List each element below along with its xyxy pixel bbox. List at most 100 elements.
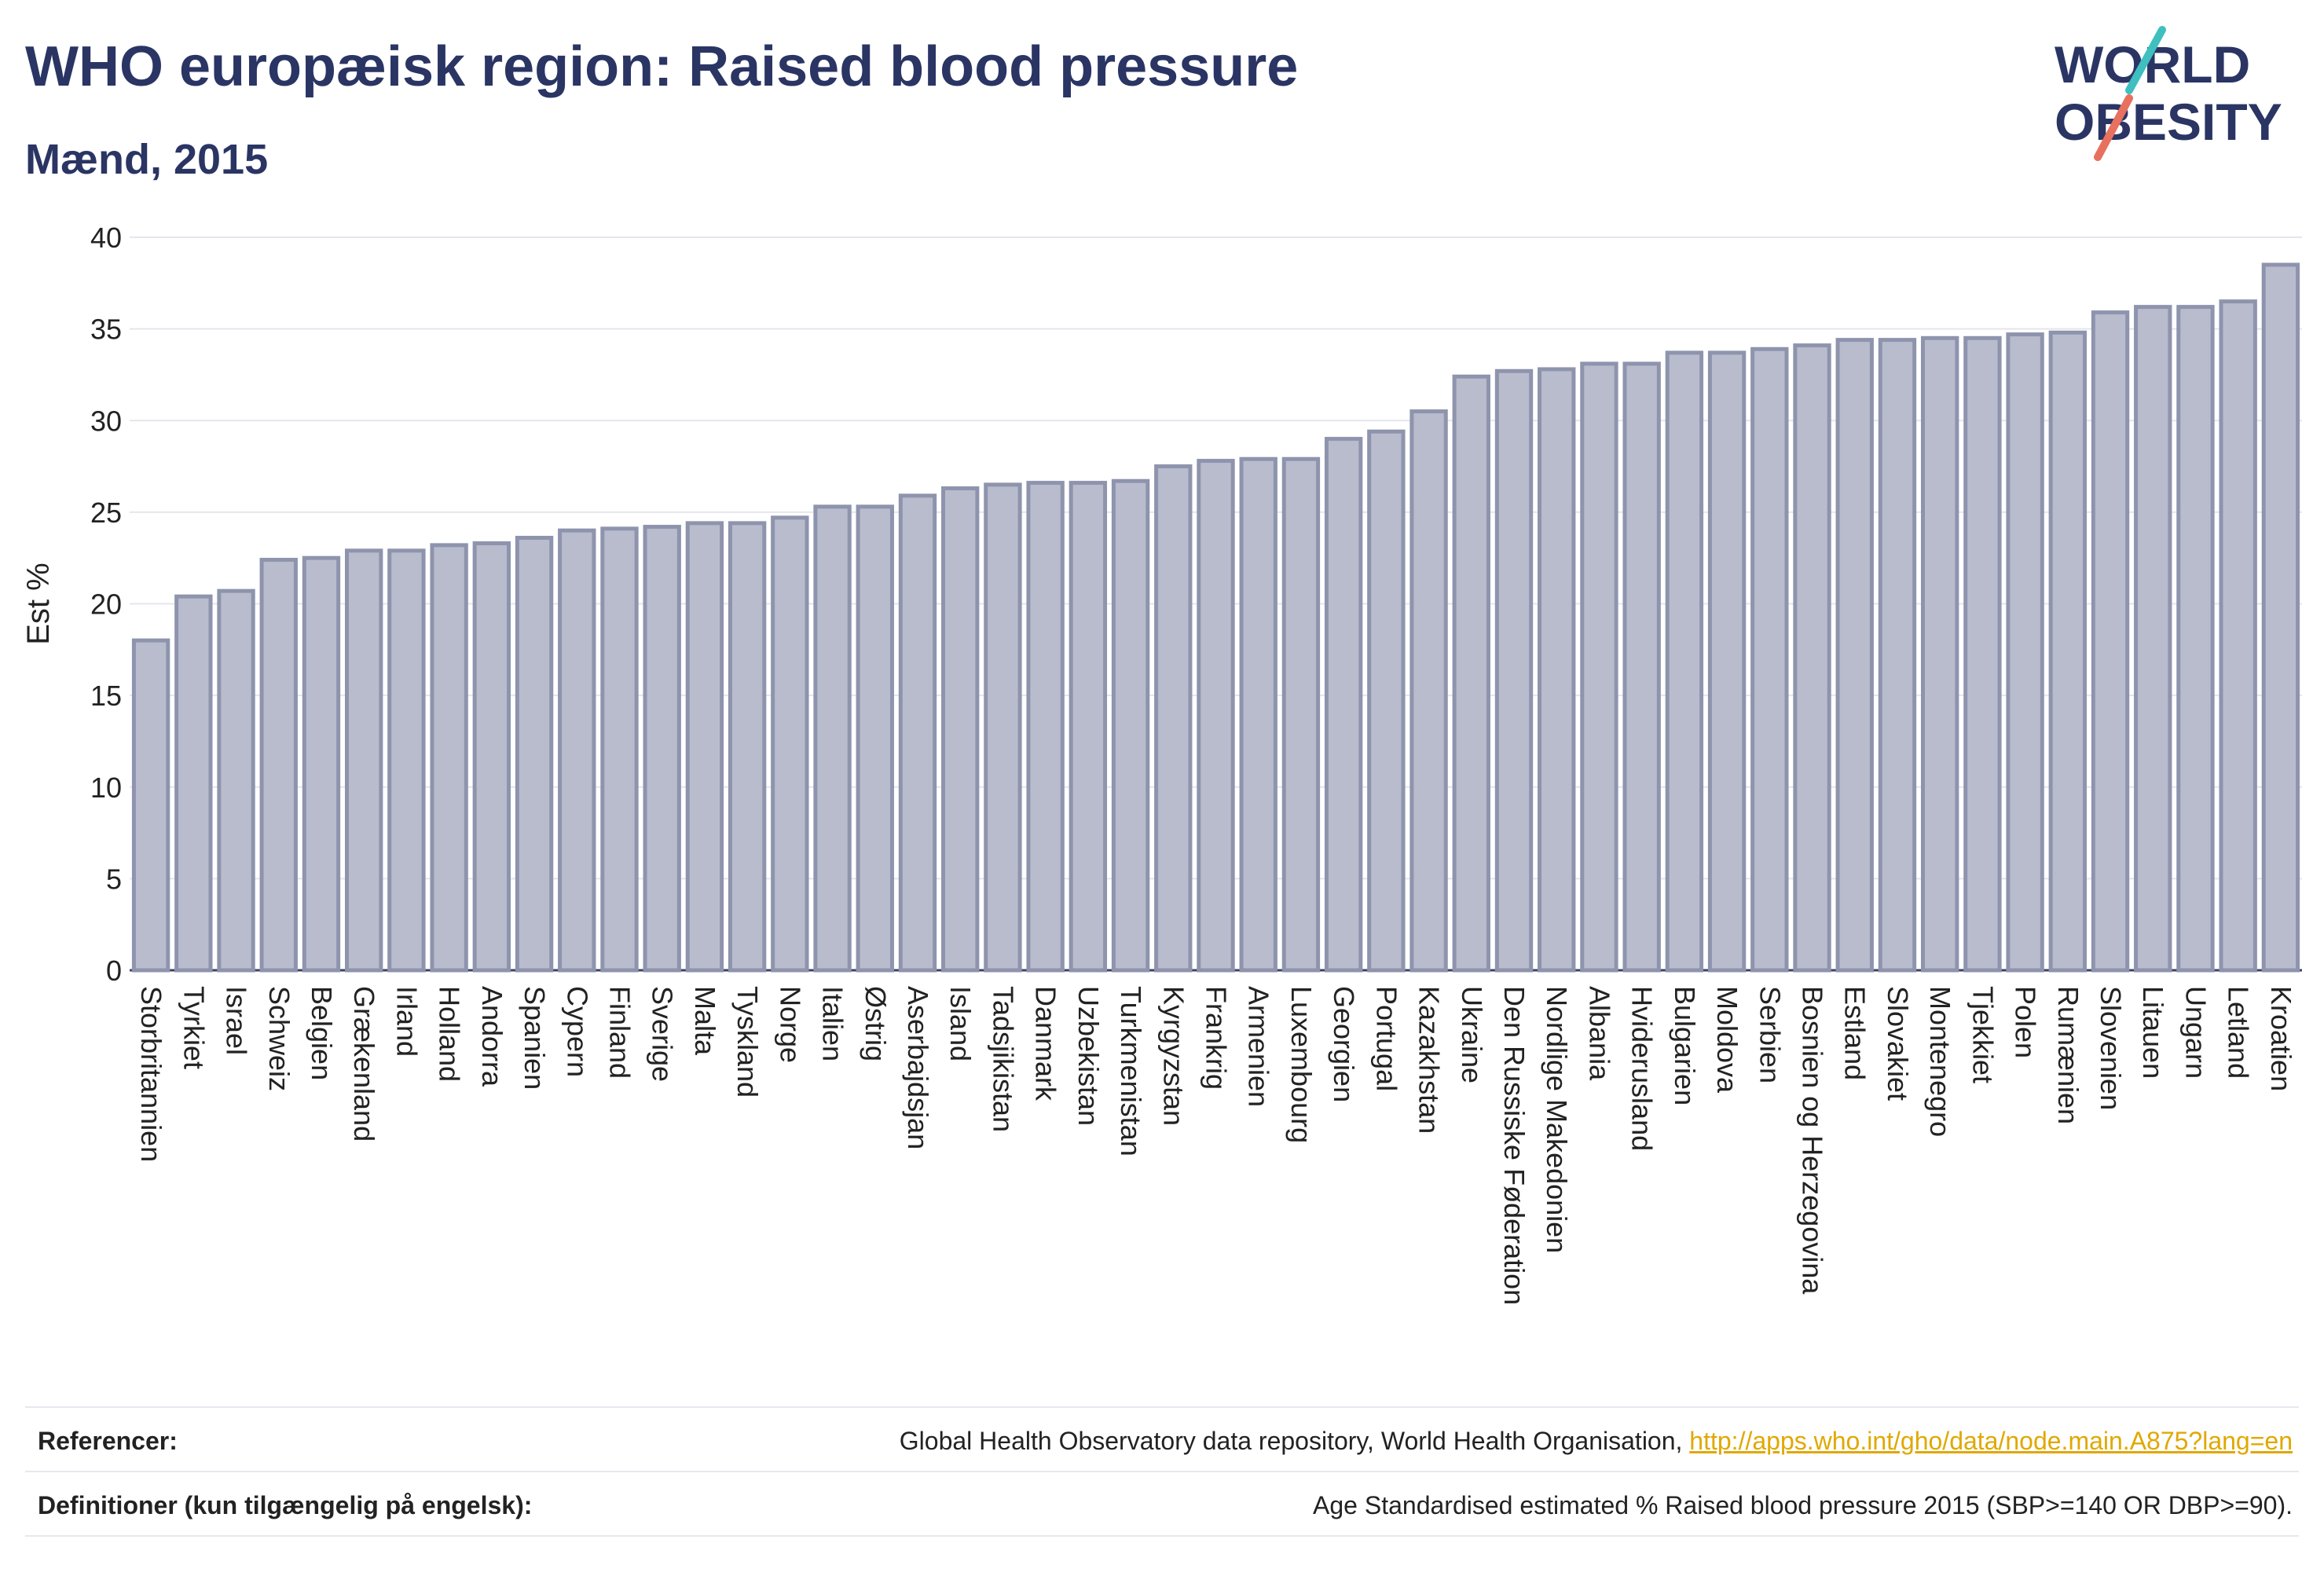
- x-tick-label: Ukraine: [1456, 986, 1488, 1083]
- y-axis-label: Est %: [21, 563, 56, 644]
- bar: [1324, 437, 1363, 973]
- bar: [898, 493, 937, 973]
- x-tick-label: Portugal: [1370, 986, 1402, 1091]
- x-tick-label: Kyrgyzstan: [1157, 986, 1189, 1126]
- bar: [771, 515, 809, 973]
- x-tick-label: Den Russiske Føderation: [1498, 986, 1530, 1305]
- x-tick-label: Armenien: [1243, 986, 1275, 1107]
- logo-slash-coral: [2094, 94, 2133, 161]
- x-tick-label: Luxembourg: [1285, 986, 1318, 1143]
- x-tick-label: Tyskland: [731, 986, 764, 1098]
- bar: [941, 486, 980, 973]
- world-obesity-logo: WORLD OBESITY: [2055, 26, 2282, 161]
- footer-divider-middle: [25, 1471, 2299, 1472]
- y-tick-label: 30: [90, 405, 122, 437]
- bar: [2261, 262, 2300, 973]
- bar: [131, 638, 170, 973]
- bar: [1197, 459, 1235, 973]
- bar: [1281, 456, 1321, 973]
- bar: [1069, 481, 1108, 973]
- bar: [1878, 338, 1917, 973]
- bar: [1580, 361, 1618, 973]
- definitions-label: Definitioner (kun tilgængelig på engelsk…: [38, 1491, 533, 1519]
- x-tick-label: Andorra: [476, 986, 508, 1087]
- bar: [259, 558, 298, 973]
- x-tick-label: Bulgarien: [1669, 986, 1701, 1105]
- x-tick-labels: Storbritannien Tyrkiet Israel Schweiz Belgie…: [135, 986, 2297, 1305]
- x-tick-label: Georgien: [1328, 986, 1360, 1102]
- x-tick-label: Norge: [774, 986, 806, 1063]
- x-tick-label: Ungarn: [2179, 986, 2212, 1079]
- x-tick-label: Island: [944, 986, 977, 1061]
- x-tick-label: Aserbajdsjan: [902, 986, 934, 1149]
- y-tick-label: 40: [90, 222, 122, 254]
- bar: [2048, 330, 2087, 973]
- x-tick-label: Frankrig: [1200, 986, 1233, 1090]
- references-link[interactable]: http://apps.who.int/gho/data/node.main.A…: [1689, 1427, 2293, 1455]
- bar: [2219, 299, 2257, 973]
- bar: [472, 541, 511, 973]
- x-tick-label: Italien: [817, 986, 849, 1061]
- y-tick-label: 10: [90, 772, 122, 804]
- bar: [1409, 409, 1448, 973]
- x-tick-label: Belgien: [306, 986, 338, 1080]
- bar: [2134, 305, 2172, 973]
- x-tick-label: Tjekkiet: [1967, 986, 1999, 1083]
- bar: [302, 555, 341, 973]
- bars: [131, 262, 2300, 973]
- x-tick-label: Rumænien: [2052, 986, 2084, 1124]
- x-tick-label: Tadsjikistan: [987, 986, 1019, 1132]
- x-tick-label: Kroatien: [2265, 986, 2297, 1091]
- y-tick-label: 0: [106, 955, 122, 987]
- x-tick-label: Danmark: [1030, 986, 1062, 1101]
- references-value: Global Health Observatory data repositor…: [900, 1427, 2293, 1456]
- bar: [430, 543, 468, 973]
- bar: [1538, 367, 1576, 973]
- x-tick-label: Storbritannien: [135, 986, 167, 1162]
- bar: [2006, 332, 2044, 973]
- bar: [1665, 350, 1704, 973]
- x-tick-label: Israel: [221, 986, 253, 1055]
- logo-text-obesity: OBESITY: [2055, 93, 2282, 151]
- x-tick-label: Spanien: [519, 986, 551, 1090]
- y-tick-labels: 0 5 10 15 20 25 30 35 40: [90, 222, 122, 987]
- y-tick-label: 15: [90, 680, 122, 712]
- x-tick-label: Hviderusland: [1626, 986, 1659, 1151]
- y-tick-label: 25: [90, 497, 122, 529]
- bar: [558, 528, 596, 973]
- bar: [1793, 343, 1831, 973]
- bar: [174, 594, 213, 973]
- bar: [1367, 429, 1406, 973]
- x-tick-label: Uzbekistan: [1072, 986, 1105, 1126]
- bar: [2091, 310, 2130, 973]
- x-tick-label: Turkmenistan: [1115, 986, 1147, 1156]
- x-tick-label: Moldova: [1711, 986, 1743, 1094]
- x-tick-label: Østrig: [860, 986, 892, 1061]
- x-tick-label: Nordlige Makedonien: [1541, 986, 1573, 1253]
- x-tick-label: Schweiz: [263, 986, 295, 1091]
- x-tick-label: Estland: [1839, 986, 1871, 1080]
- bar: [1835, 338, 1874, 973]
- y-tick-label: 35: [90, 313, 122, 346]
- bar-chart: 0 5 10 15 20 25 30 35 40 Storbritannien Tyrkiet Is…: [21, 222, 2302, 1305]
- bar: [2176, 305, 2215, 973]
- x-tick-label: Bosnien og Herzegovina: [1797, 986, 1829, 1295]
- x-tick-label: Serbien: [1754, 986, 1786, 1083]
- bar: [643, 525, 681, 973]
- bar: [685, 521, 724, 973]
- bar: [1963, 335, 2002, 973]
- x-tick-label: Montenegro: [1924, 986, 1956, 1137]
- bar: [345, 548, 383, 973]
- bar: [217, 588, 255, 973]
- bar: [856, 504, 894, 973]
- bar: [515, 536, 554, 973]
- bar: [1707, 350, 1747, 973]
- x-tick-label: Malta: [689, 986, 721, 1056]
- x-tick-label: Irland: [390, 986, 423, 1057]
- bar: [1750, 346, 1789, 973]
- bar: [1154, 464, 1193, 973]
- y-tick-label: 5: [106, 863, 122, 895]
- bar: [1622, 361, 1661, 973]
- bar: [600, 526, 639, 973]
- x-tick-label: Litauen: [2137, 986, 2169, 1079]
